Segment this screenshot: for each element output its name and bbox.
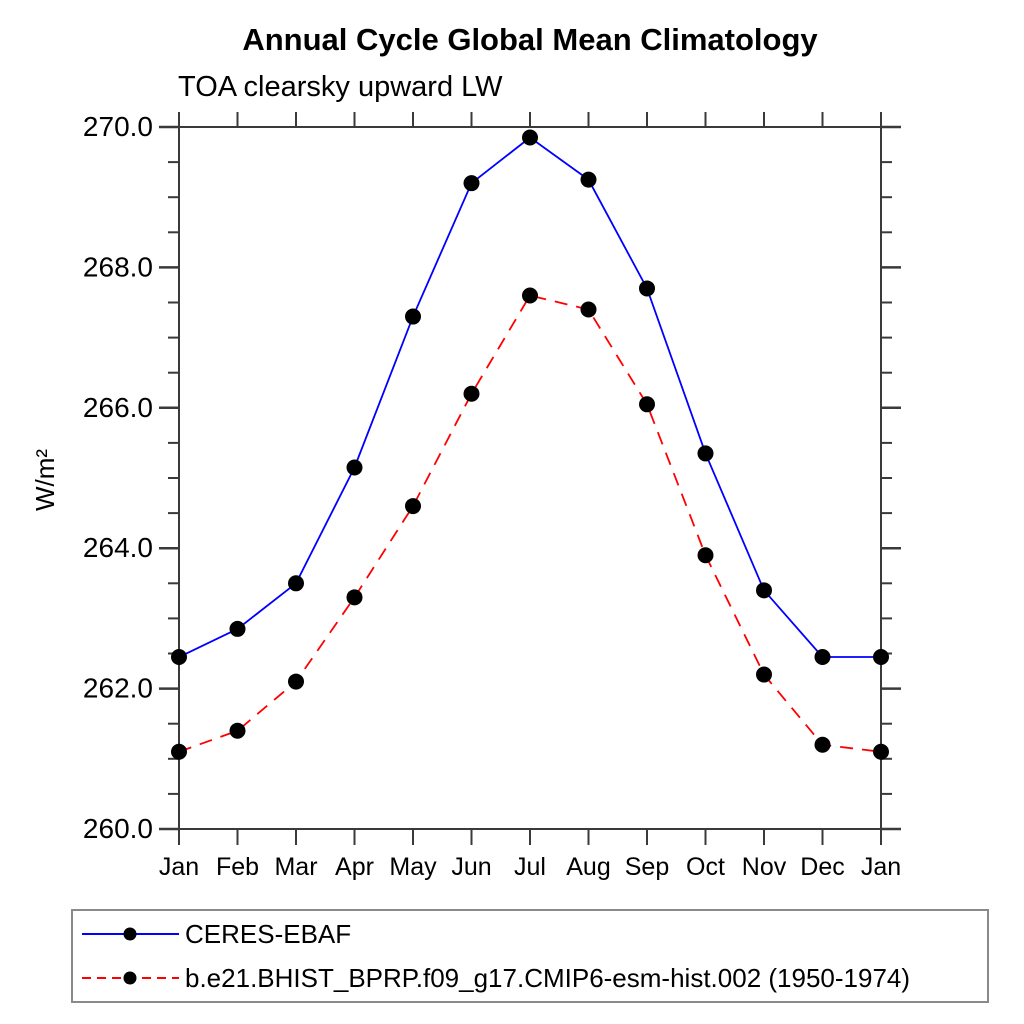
month-label: Nov: [742, 853, 787, 881]
data-point-series-1: [288, 673, 304, 690]
month-label: Sep: [625, 853, 669, 881]
data-point-series-0: [171, 649, 187, 666]
data-point-series-0: [873, 649, 889, 666]
data-point-series-0: [288, 575, 304, 592]
data-point-series-0: [405, 308, 421, 325]
month-label: Oct: [686, 853, 725, 881]
legend-label-ceres-ebaf: CERES-EBAF: [185, 918, 352, 949]
legend-line-sample-solid: [82, 927, 179, 941]
data-point-series-0: [346, 459, 363, 476]
month-label: May: [389, 853, 437, 881]
data-point-series-1: [229, 722, 246, 739]
y-tick-label: 270.0: [83, 111, 153, 142]
month-label: Jan: [159, 853, 199, 881]
month-label: Mar: [274, 853, 317, 881]
plot-box: [178, 126, 882, 830]
legend: CERES-EBAF b.e21.BHIST_BPRP.f09_g17.CMIP…: [71, 909, 989, 1003]
month-label: Dec: [800, 853, 844, 881]
data-point-series-1: [580, 301, 597, 318]
month-label: Jun: [451, 853, 491, 881]
legend-label-model: b.e21.BHIST_BPRP.f09_g17.CMIP6-esm-hist.…: [185, 962, 911, 993]
data-point-series-1: [814, 736, 831, 753]
data-point-series-1: [522, 287, 538, 304]
data-point-series-0: [522, 129, 538, 146]
data-point-series-1: [171, 743, 187, 760]
series-line-1: [178, 294, 882, 753]
data-point-series-1: [346, 589, 363, 606]
month-label: Aug: [566, 853, 610, 881]
month-label: Jan: [861, 853, 901, 881]
legend-marker-dot-icon: [123, 971, 137, 985]
legend-entry-model: b.e21.BHIST_BPRP.f09_g17.CMIP6-esm-hist.…: [78, 958, 987, 998]
data-point-series-1: [697, 547, 714, 564]
month-label: Apr: [335, 853, 374, 881]
month-label: Jul: [514, 853, 546, 881]
data-point-series-0: [463, 175, 480, 192]
data-point-series-1: [873, 743, 889, 760]
y-tick-label: 260.0: [83, 813, 153, 844]
legend-line-sample-dashed: [82, 971, 179, 985]
data-point-series-0: [639, 280, 655, 297]
data-point-series-0: [580, 171, 597, 188]
y-tick-label: 268.0: [83, 251, 153, 282]
chart-subtitle: TOA clearsky upward LW: [178, 71, 503, 103]
data-point-series-0: [229, 620, 246, 637]
y-tick-label: 266.0: [83, 392, 153, 423]
data-point-series-1: [463, 385, 480, 402]
series-line-0: [178, 136, 881, 658]
y-tick-label: 262.0: [83, 673, 153, 704]
chart-title: Annual Cycle Global Mean Climatology: [242, 22, 818, 57]
data-point-series-1: [756, 666, 772, 683]
y-tick-label: 264.0: [83, 532, 153, 563]
data-point-series-1: [639, 396, 655, 413]
data-point-series-0: [697, 445, 714, 462]
data-point-series-0: [814, 649, 831, 666]
legend-marker-dot-icon: [123, 927, 137, 941]
legend-entry-ceres-ebaf: CERES-EBAF: [78, 914, 987, 954]
month-label: Feb: [216, 853, 259, 881]
data-point-series-0: [756, 582, 772, 599]
data-point-series-1: [405, 498, 421, 515]
